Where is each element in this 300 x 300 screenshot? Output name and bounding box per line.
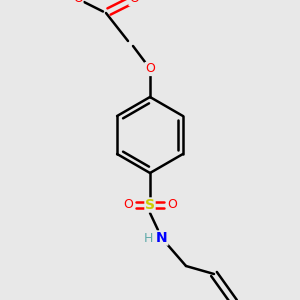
- Text: O: O: [123, 199, 133, 212]
- Text: O: O: [145, 62, 155, 76]
- Text: H: H: [143, 232, 153, 244]
- Text: O: O: [167, 199, 177, 212]
- Text: O: O: [129, 0, 139, 5]
- Text: S: S: [145, 198, 155, 212]
- Text: N: N: [156, 231, 168, 245]
- Text: O: O: [73, 0, 83, 5]
